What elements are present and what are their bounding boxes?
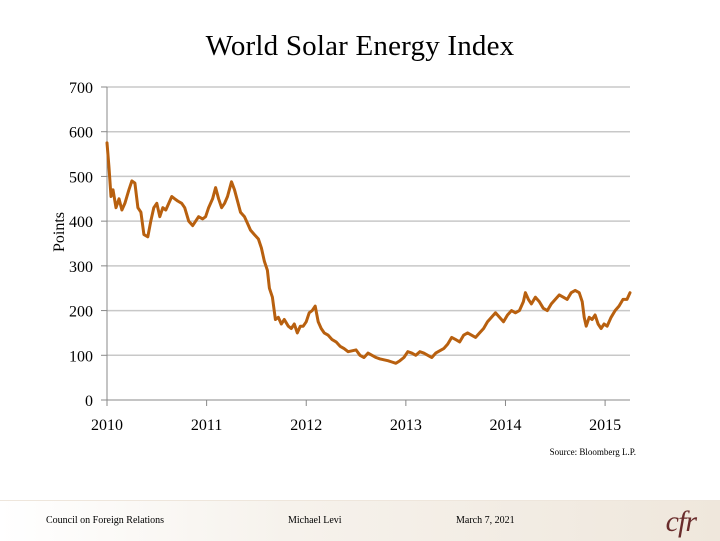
- series-layer: [105, 141, 632, 365]
- y-tick-labels: 0 100 200 300 400 500 600 700: [69, 80, 93, 410]
- y-tick-label: 400: [69, 214, 93, 231]
- y-tick-label: 100: [69, 348, 93, 365]
- axes: [101, 86, 630, 406]
- x-tick-label: 2011: [191, 417, 222, 434]
- grid-lines: [107, 86, 630, 357]
- x-tick-label: 2012: [290, 417, 322, 434]
- footer-author: Michael Levi: [288, 515, 342, 526]
- y-tick-label: 0: [85, 393, 93, 410]
- x-tick-label: 2013: [390, 417, 422, 434]
- y-tick-label: 700: [69, 80, 93, 97]
- footer-organization: Council on Foreign Relations: [46, 515, 165, 526]
- y-tick-label: 600: [69, 125, 93, 142]
- x-tick-label: 2015: [589, 417, 621, 434]
- footer-bar: Council on Foreign Relations Michael Lev…: [0, 500, 720, 541]
- x-tick-labels: 2010 2011 2012 2013 2014 2015: [91, 417, 621, 434]
- y-tick-label: 300: [69, 259, 93, 276]
- series-line: [105, 141, 632, 365]
- source-note: Source: Bloomberg L.P.: [549, 447, 636, 457]
- y-tick-label: 200: [69, 304, 93, 321]
- chart-title: World Solar Energy Index: [205, 30, 515, 62]
- x-tick-label: 2010: [91, 417, 123, 434]
- cfr-logo: cfr: [665, 505, 697, 538]
- x-tick-label: 2014: [489, 417, 521, 434]
- footer-date: March 7, 2021: [456, 515, 515, 526]
- y-axis-title: Points: [51, 212, 68, 252]
- y-tick-label: 500: [69, 169, 93, 186]
